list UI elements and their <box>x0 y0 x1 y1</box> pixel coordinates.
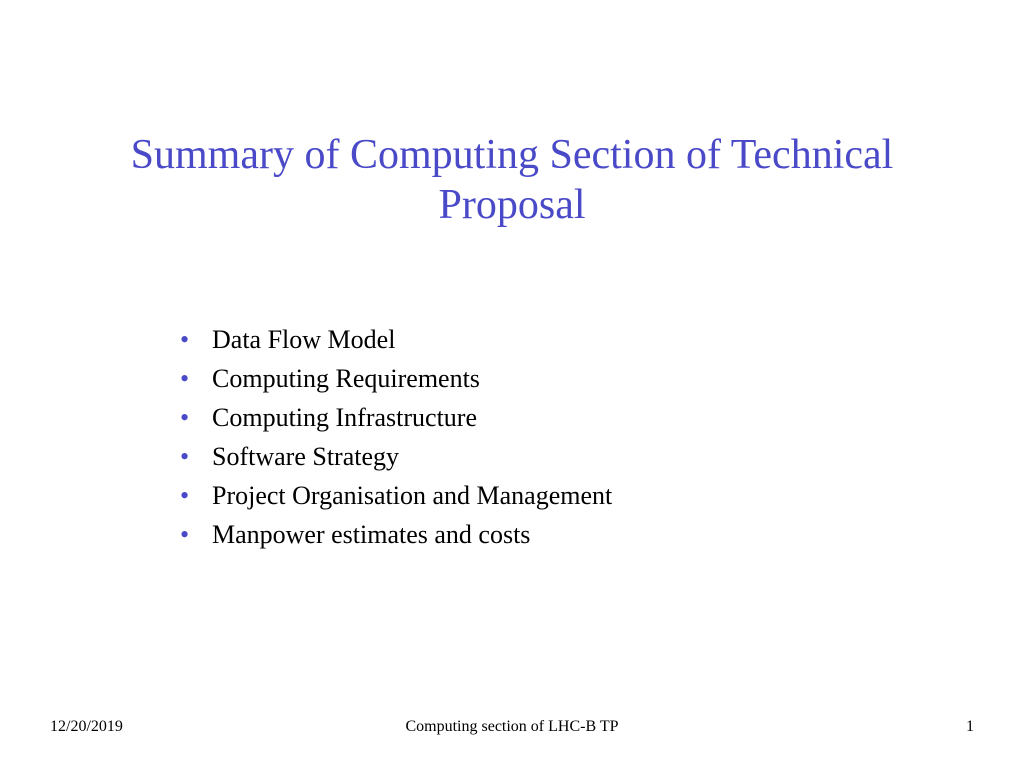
list-item: Data Flow Model <box>180 320 612 359</box>
list-item: Computing Infrastructure <box>180 398 612 437</box>
list-item: Project Organisation and Management <box>180 476 612 515</box>
bullet-list: Data Flow Model Computing Requirements C… <box>180 320 612 554</box>
list-item: Manpower estimates and costs <box>180 515 612 554</box>
footer-title: Computing section of LHC-B TP <box>405 718 618 736</box>
footer-page-number: 1 <box>966 718 974 736</box>
list-item: Software Strategy <box>180 437 612 476</box>
slide-container: Summary of Computing Section of Technica… <box>0 0 1024 768</box>
slide-footer: 12/20/2019 Computing section of LHC-B TP… <box>0 718 1024 736</box>
list-item: Computing Requirements <box>180 359 612 398</box>
slide-title: Summary of Computing Section of Technica… <box>0 130 1024 231</box>
footer-date: 12/20/2019 <box>50 718 123 736</box>
